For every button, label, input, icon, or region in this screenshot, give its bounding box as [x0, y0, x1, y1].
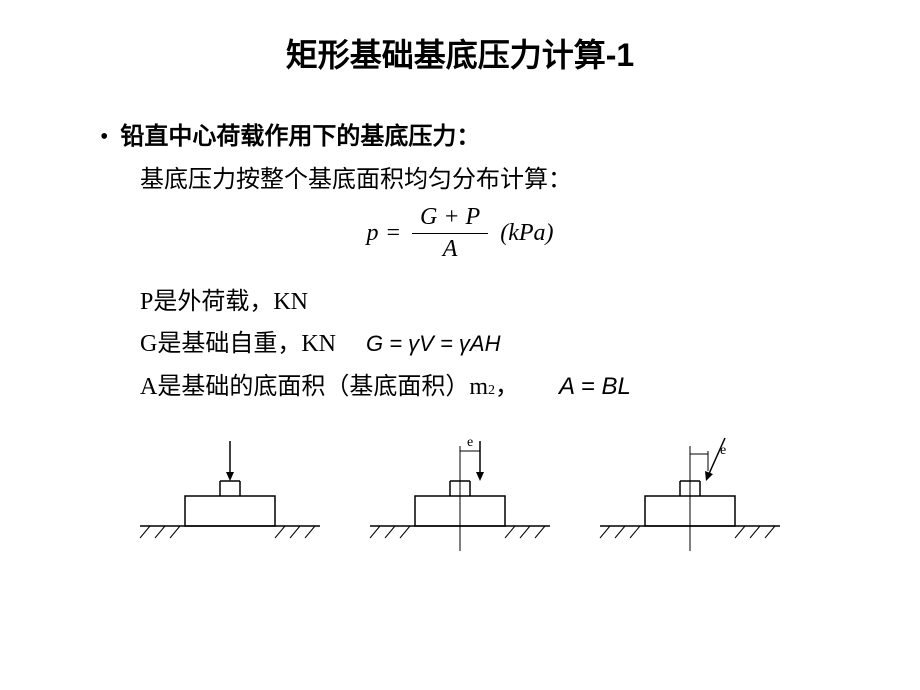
def-a-sup: 2	[488, 380, 495, 402]
bullet-row: • 铅直中心荷载作用下的基底压力：	[100, 116, 860, 151]
formula-numerator: G + P	[412, 204, 488, 234]
definitions: P是外荷载，KN G是基础自重，KN G = γV = γAH A是基础的底面积…	[140, 283, 860, 406]
def-a-text-2: ，	[495, 368, 519, 406]
formula-lhs: p	[366, 220, 378, 247]
diagram-2-eccentric-vertical: e	[360, 426, 560, 556]
def-g-formula: G = γV = γAH	[366, 326, 501, 361]
diagrams-row: e	[60, 426, 860, 556]
def-p-text: P是外荷载，KN	[140, 283, 308, 321]
main-formula: p = G + P A (kPa)	[60, 204, 860, 263]
def-a-formula: A = BL	[559, 368, 631, 406]
bullet-heading: 铅直中心荷载作用下的基底压力：	[120, 116, 480, 151]
diagram-2-e-label: e	[467, 435, 473, 450]
sub-heading: 基底压力按整个基底面积均匀分布计算：	[140, 159, 860, 194]
bullet-marker: •	[100, 124, 108, 151]
diagram-3-eccentric-inclined: e	[590, 426, 790, 556]
def-g-text: G是基础自重，KN	[140, 325, 336, 363]
def-a-text-1: A是基础的底面积（基底面积）m	[140, 368, 488, 406]
def-a: A是基础的底面积（基底面积）m2， A = BL	[140, 368, 860, 406]
formula-fraction: G + P A	[412, 204, 488, 263]
formula-eq: =	[386, 220, 400, 247]
formula-denominator: A	[443, 234, 458, 263]
def-g: G是基础自重，KN G = γV = γAH	[140, 325, 860, 363]
formula-unit: (kPa)	[500, 220, 553, 247]
diagram-3-e-label: e	[720, 443, 726, 458]
slide: 矩形基础基底压力计算-1 • 铅直中心荷载作用下的基底压力： 基底压力按整个基底…	[0, 0, 920, 690]
slide-title: 矩形基础基底压力计算-1	[60, 30, 860, 76]
diagram-1-central-load	[130, 426, 330, 556]
def-p: P是外荷载，KN	[140, 283, 860, 321]
